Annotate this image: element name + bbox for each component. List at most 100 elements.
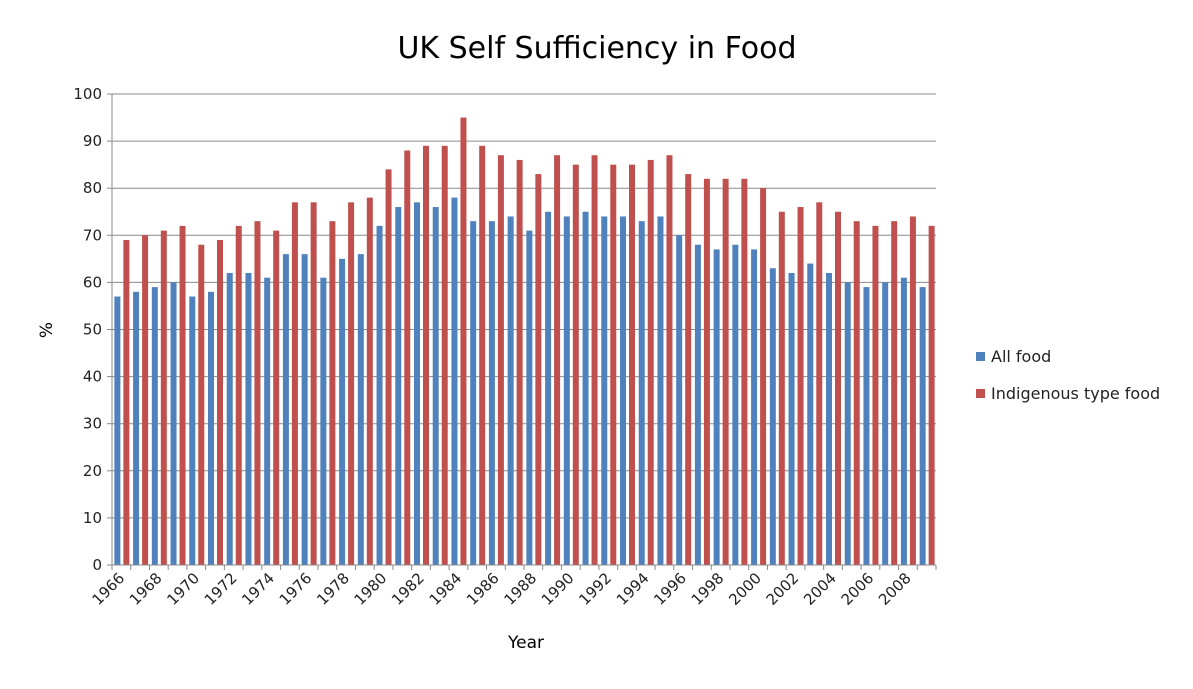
bar-indigenous-type-food <box>928 225 935 565</box>
bar-all-food <box>713 249 720 565</box>
x-tick-label: 1990 <box>538 569 578 609</box>
bar-all-food <box>863 287 870 565</box>
x-tick-label: 1980 <box>351 569 391 609</box>
y-tick-label: 50 <box>83 321 102 339</box>
y-tick-label: 20 <box>83 462 102 480</box>
y-tick-label: 60 <box>83 273 102 291</box>
legend: All food Indigenous type food <box>976 347 1160 403</box>
bar-indigenous-type-food <box>291 202 298 565</box>
bar-indigenous-type-food <box>797 207 804 566</box>
bar-all-food <box>751 249 758 565</box>
x-tick-label: 1986 <box>463 569 503 609</box>
bar-indigenous-type-food <box>891 221 898 566</box>
y-tick-label: 30 <box>83 415 102 433</box>
bar-all-food <box>900 277 907 565</box>
bar-all-food <box>208 291 214 565</box>
x-tick-label: 1996 <box>650 569 690 609</box>
bar-indigenous-type-food <box>348 202 355 565</box>
bar-indigenous-type-food <box>385 169 392 566</box>
bar-indigenous-type-food <box>142 235 149 566</box>
bar-indigenous-type-food <box>909 216 916 565</box>
bar-indigenous-type-food <box>460 117 467 566</box>
bar-indigenous-type-food <box>685 174 692 565</box>
bar-indigenous-type-food <box>760 188 767 565</box>
bar-all-food <box>320 277 327 565</box>
x-tick-label: 2002 <box>763 569 803 609</box>
y-tick-label: 40 <box>83 368 102 386</box>
legend-label: Indigenous type food <box>991 384 1160 403</box>
bar-indigenous-type-food <box>835 211 841 565</box>
bar-indigenous-type-food <box>404 150 411 565</box>
y-tick-labels: 0 10 20 30 40 50 60 70 80 90 100 <box>73 85 102 574</box>
x-tick-label: 2004 <box>800 569 840 609</box>
bar-indigenous-type-food <box>516 159 523 565</box>
bar-all-food <box>114 296 121 565</box>
bar-indigenous-type-food <box>647 159 654 565</box>
bar-indigenous-type-food <box>554 155 561 566</box>
x-tick-label: 1970 <box>163 569 203 609</box>
bar-all-food <box>620 216 626 565</box>
bar-indigenous-type-food <box>217 240 223 565</box>
bar-indigenous-type-food <box>778 211 785 565</box>
bar-indigenous-type-food <box>235 225 242 565</box>
bar-indigenous-type-food <box>741 178 748 565</box>
bar-indigenous-type-food <box>572 164 579 565</box>
x-tick-label: 1978 <box>313 569 353 609</box>
bars <box>114 117 935 566</box>
bar-all-food <box>414 202 420 565</box>
bar-all-food <box>245 272 252 565</box>
bar-all-food <box>507 216 514 565</box>
legend-label: All food <box>991 347 1051 366</box>
x-tick-label: 1982 <box>388 569 428 609</box>
x-tick-label: 2000 <box>725 569 765 609</box>
bar-indigenous-type-food <box>123 240 130 565</box>
bar-indigenous-type-food <box>366 197 373 565</box>
bar-indigenous-type-food <box>479 145 486 565</box>
bar-all-food <box>582 211 589 565</box>
bar-indigenous-type-food <box>816 202 823 565</box>
y-tick-label: 0 <box>92 556 102 574</box>
bar-all-food <box>638 221 645 566</box>
x-axis-label: Year <box>507 633 544 653</box>
bar-all-food <box>376 225 383 565</box>
x-tick-label: 1994 <box>613 569 653 609</box>
x-tick-label: 1966 <box>88 569 128 609</box>
bar-all-food <box>470 221 477 566</box>
bar-all-food <box>694 244 701 565</box>
bar-all-food <box>395 207 402 566</box>
bar-all-food <box>657 216 664 565</box>
bar-all-food <box>807 263 814 565</box>
bar-indigenous-type-food <box>535 174 542 565</box>
legend-swatch <box>976 352 985 361</box>
bar-all-food <box>339 258 346 565</box>
bar-all-food <box>788 272 795 565</box>
x-tick-label: 1998 <box>688 569 728 609</box>
x-tick-label: 1974 <box>238 569 278 609</box>
bar-indigenous-type-food <box>179 225 186 565</box>
x-tick-labels: 1966196819701972197419761978198019821984… <box>88 569 914 609</box>
y-tick-label: 80 <box>83 179 102 197</box>
chart-title: UK Self Sufficiency in Food <box>397 31 796 66</box>
x-tick-label: 2008 <box>875 569 915 609</box>
bar-indigenous-type-food <box>610 164 617 565</box>
bar-indigenous-type-food <box>666 155 673 566</box>
y-tick-label: 100 <box>73 85 102 103</box>
x-tick-label: 1988 <box>500 569 540 609</box>
bar-indigenous-type-food <box>310 202 317 565</box>
bar-all-food <box>189 296 196 565</box>
x-tick-label: 2006 <box>838 569 878 609</box>
bar-all-food <box>170 282 177 565</box>
bar-all-food <box>282 254 289 565</box>
bar-all-food <box>601 216 608 565</box>
bar-indigenous-type-food <box>441 145 448 565</box>
bar-all-food <box>676 235 683 566</box>
bar-indigenous-type-food <box>254 221 261 566</box>
y-axis-label: % <box>37 322 57 338</box>
bar-indigenous-type-food <box>591 155 598 566</box>
bar-all-food <box>488 221 495 566</box>
bar-all-food <box>919 287 926 565</box>
bar-indigenous-type-food <box>629 164 635 565</box>
x-tick-label: 1976 <box>276 569 316 609</box>
bar-indigenous-type-food <box>703 178 710 565</box>
